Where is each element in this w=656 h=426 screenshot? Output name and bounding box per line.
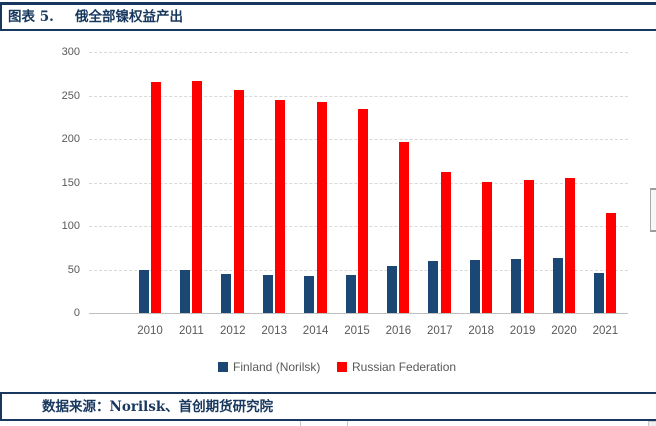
bar-finland-2021: [593, 272, 604, 313]
bar-finland-2013: [262, 274, 273, 313]
bar-finland-2020: [552, 258, 563, 313]
bar-finland-2010: [138, 269, 149, 313]
table-column-border-stub: [300, 421, 301, 426]
x-axis-tick-2012: 2012: [220, 325, 246, 337]
y-axis-tick-50: 50: [67, 263, 80, 276]
x-axis-tick-2021: 2021: [592, 325, 619, 337]
y-axis-tick-150: 150: [61, 176, 80, 189]
bar-russia-2016: [399, 142, 410, 313]
bar-finland-2011: [179, 270, 190, 313]
legend-label-finland: Finland (Norilsk): [233, 360, 321, 374]
bar-russia-2019: [523, 179, 534, 313]
x-axis-tick-2016: 2016: [385, 325, 412, 337]
x-axis-tick-2011: 2011: [179, 325, 204, 337]
bar-russia-2021: [606, 212, 617, 313]
bar-russia-2012: [233, 90, 244, 313]
bar-finland-2018: [469, 259, 480, 313]
x-axis-tick-2019: 2019: [509, 325, 536, 337]
scrollbar-corner: [648, 421, 656, 426]
footer-left-border: [0, 392, 2, 421]
legend-swatch-russia: [337, 362, 347, 372]
bar-russia-2013: [275, 99, 286, 313]
y-axis-tick-300: 300: [61, 46, 80, 58]
bar-russia-2014: [316, 102, 327, 313]
x-axis-line: [89, 312, 628, 314]
legend-label-russia: Russian Federation: [352, 360, 457, 374]
x-axis-tick-2014: 2014: [302, 325, 329, 337]
x-axis-tick-2018: 2018: [468, 325, 494, 337]
vertical-scrollbar-thumb[interactable]: [650, 188, 656, 232]
table-column-border-stub: [347, 421, 348, 426]
header-bottom-rule: [0, 29, 656, 31]
footer-bottom-rule: [0, 419, 656, 421]
x-axis-tick-2013: 2013: [261, 325, 287, 337]
bar-russia-2011: [192, 80, 203, 313]
bar-russia-2017: [440, 172, 451, 313]
header-top-rule: [0, 2, 656, 5]
bar-finland-2014: [304, 275, 315, 313]
bar-finland-2019: [511, 259, 522, 313]
x-axis-tick-2020: 2020: [551, 325, 577, 337]
bar-russia-2020: [565, 178, 575, 313]
bar-finland-2012: [221, 273, 232, 313]
y-axis-tick-100: 100: [61, 220, 80, 232]
figure-number-label: 图表 5.: [8, 9, 54, 25]
figure-title: 俄全部镍权益产出: [75, 9, 183, 25]
footer-top-rule: [0, 392, 656, 394]
x-axis-tick-2010: 2010: [137, 325, 163, 337]
bar-russia-2010: [151, 82, 161, 313]
bar-russia-2015: [358, 109, 368, 313]
gridline-300: [89, 52, 628, 53]
data-source-note: 数据来源：Norilsk、首创期货研究院: [42, 399, 274, 415]
y-axis-tick-200: 200: [61, 133, 80, 145]
y-axis-tick-250: 250: [61, 89, 80, 102]
gridline-250: [89, 95, 628, 97]
legend-swatch-finland: [218, 362, 228, 372]
x-axis-tick-2017: 2017: [427, 325, 453, 337]
header-left-border: [0, 2, 2, 31]
bar-finland-2017: [428, 260, 439, 313]
x-axis-tick-2015: 2015: [344, 325, 370, 337]
bar-finland-2016: [386, 266, 397, 313]
y-axis-tick-0: 0: [73, 307, 80, 319]
bar-finland-2015: [345, 274, 356, 313]
bar-russia-2018: [482, 181, 493, 313]
